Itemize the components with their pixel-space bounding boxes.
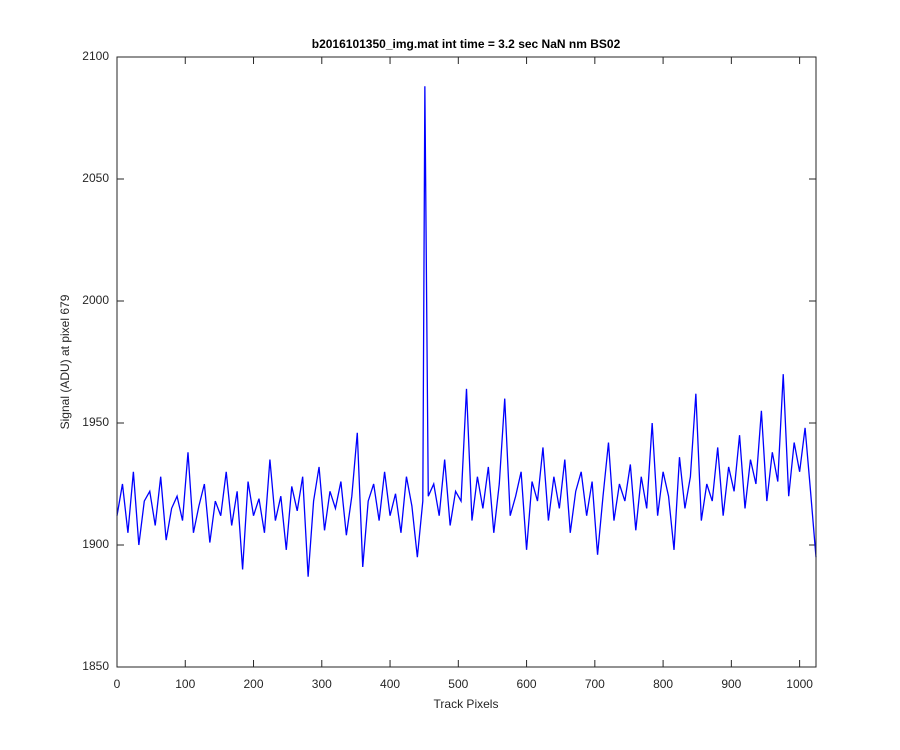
x-tick-label: 100	[175, 677, 195, 691]
x-tick-label: 1000	[786, 677, 813, 691]
x-tick-label: 400	[380, 677, 400, 691]
x-tick-label: 600	[517, 677, 537, 691]
y-axis-label: Signal (ADU) at pixel 679	[58, 294, 72, 429]
y-tick-label: 2050	[82, 171, 109, 185]
x-tick-label: 200	[244, 677, 264, 691]
axes-box	[116, 56, 817, 668]
y-tick-label: 2100	[82, 49, 109, 63]
y-tick-label: 1850	[82, 659, 109, 673]
y-tick-label: 1950	[82, 415, 109, 429]
x-tick-label: 500	[448, 677, 468, 691]
x-tick-label: 800	[653, 677, 673, 691]
data-line	[116, 86, 817, 577]
x-axis-label: Track Pixels	[434, 697, 499, 711]
y-tick-label: 1900	[82, 537, 109, 551]
x-tick-label: 700	[585, 677, 605, 691]
plot-area: 0 100 200 300 400 500 600 700 800 900 1000 1850 1900…	[82, 49, 817, 691]
x-tick-label: 900	[721, 677, 741, 691]
x-tick-label: 300	[312, 677, 332, 691]
chart-title: b2016101350_img.mat int time = 3.2 sec N…	[312, 37, 621, 51]
x-tick-label: 0	[114, 677, 121, 691]
y-tick-label: 2000	[82, 293, 109, 307]
